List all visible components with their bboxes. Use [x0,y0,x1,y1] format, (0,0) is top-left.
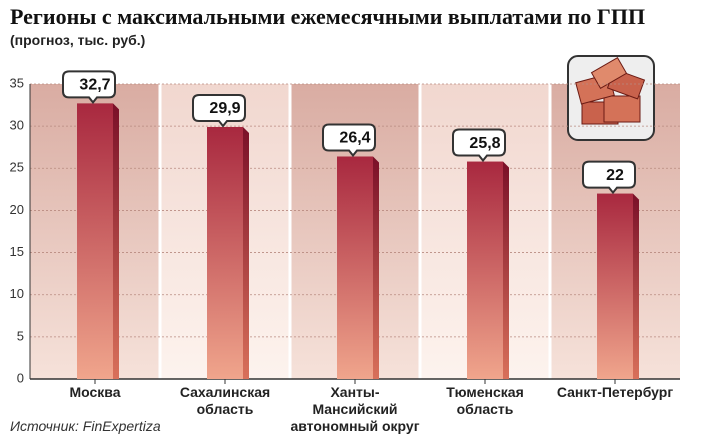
value-label: 22 [606,167,624,184]
bar-side [503,161,509,379]
y-tick-label: 0 [17,370,24,385]
chart-title: Регионы с максимальными ежемесячными вып… [10,4,646,29]
x-tick-label: Ханты-Мансийский автономный округ [290,384,420,434]
bar [337,156,373,379]
bar [597,193,633,379]
y-tick-label: 20 [10,202,24,217]
source-note: Источник: FinExpertiza [10,418,161,434]
y-tick-label: 30 [10,118,24,133]
bar [467,161,503,379]
value-callout [322,123,376,158]
y-tick-label: 35 [10,75,24,90]
y-tick-label: 10 [10,286,24,301]
value-label: 32,7 [79,77,110,94]
value-callout [452,128,506,163]
bar-side [373,156,379,379]
value-label: 26,4 [339,130,370,147]
bar-side [633,193,639,379]
bar [77,103,113,379]
y-tick-label: 15 [10,244,24,259]
money-icon [567,55,655,141]
x-tick-label: Тюменская область [446,384,524,417]
value-callout [192,93,246,128]
y-tick-label: 25 [10,160,24,175]
x-tick-label: Москва [69,384,121,400]
chart-subtitle: (прогноз, тыс. руб.) [10,32,146,48]
bar [207,126,243,379]
value-callout [582,160,636,195]
value-callout [62,70,116,104]
x-tick-label: Сахалинская область [179,384,271,417]
bar-side [113,103,119,379]
y-tick-label: 5 [17,328,24,343]
value-label: 29,9 [209,100,240,117]
value-label: 25,8 [469,135,500,152]
bar-side [243,126,249,379]
x-tick-label: Санкт-Петербург [556,384,674,400]
